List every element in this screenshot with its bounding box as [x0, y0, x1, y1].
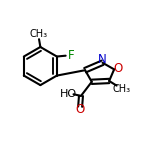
Text: F: F: [68, 49, 74, 62]
Text: O: O: [113, 62, 122, 75]
Text: CH₃: CH₃: [113, 84, 131, 94]
Text: O: O: [76, 103, 85, 116]
Text: N: N: [98, 53, 107, 66]
Text: CH₃: CH₃: [30, 29, 48, 39]
Text: HO: HO: [60, 89, 77, 99]
